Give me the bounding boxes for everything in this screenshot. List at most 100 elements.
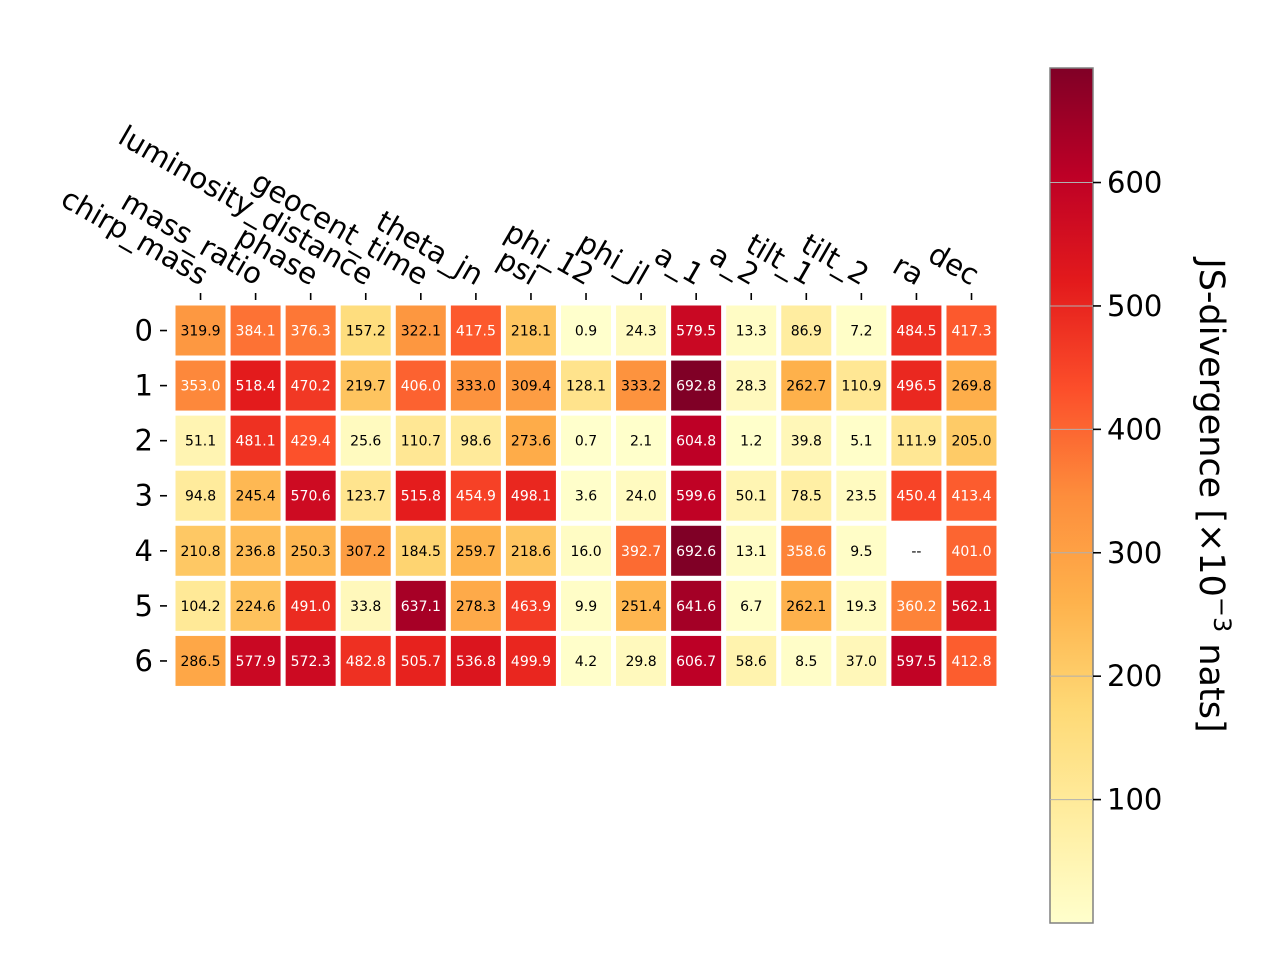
- heatmap-cell: [175, 580, 226, 631]
- cell-value-label: 28.3: [736, 379, 767, 395]
- heatmap-cell: [505, 360, 556, 411]
- heatmap-cell: [946, 470, 997, 521]
- heatmap-cell: [340, 580, 391, 631]
- cell-value-label: 360.2: [896, 599, 936, 615]
- cell-value-label: 24.3: [626, 324, 657, 340]
- heatmap-cell: [726, 305, 777, 356]
- heatmap-cell: [175, 635, 226, 686]
- heatmap-cell: [671, 525, 722, 576]
- heatmap-cell: [946, 360, 997, 411]
- heatmap-cell: [340, 305, 391, 356]
- heatmap-cell: [395, 305, 446, 356]
- heatmap-cell: [450, 415, 501, 466]
- cell-value-label: 245.4: [236, 489, 276, 505]
- colorbar-title-exponent: −3: [1208, 597, 1236, 632]
- cell-value-label: 2.1: [630, 434, 652, 450]
- heatmap-cell: [836, 525, 887, 576]
- cell-value-label: 579.5: [676, 324, 716, 340]
- heatmap-cell: [285, 360, 336, 411]
- cell-value-label: 110.7: [401, 434, 441, 450]
- heatmap-cell: [505, 580, 556, 631]
- heatmap-cell: [671, 470, 722, 521]
- row-label: 0: [135, 314, 153, 348]
- cell-value-label: 262.7: [786, 379, 826, 395]
- heatmap-cell: [946, 305, 997, 356]
- heatmap-cell: [450, 635, 501, 686]
- heatmap-cell: [450, 360, 501, 411]
- heatmap-cell: [781, 580, 832, 631]
- heatmap-cell: [891, 305, 942, 356]
- colorbar-title: JS-divergence [×10−3 nats]: [1191, 256, 1236, 732]
- colorbar-tick-label: 600: [1107, 166, 1162, 200]
- heatmap-cell: [891, 580, 942, 631]
- cell-value-label: 128.1: [566, 379, 606, 395]
- heatmap-cell: [560, 580, 611, 631]
- heatmap-cell: [505, 470, 556, 521]
- cell-value-label: 499.9: [511, 654, 551, 670]
- heatmap-cell: [616, 580, 667, 631]
- heatmap-cell: [946, 580, 997, 631]
- colorbar: 100 200 300 400 500 600 JS-divergence [×10−3 …: [1049, 67, 1236, 924]
- heatmap-cell: [891, 415, 942, 466]
- heatmap-cell: [395, 360, 446, 411]
- cell-value-label: 219.7: [346, 379, 386, 395]
- cell-value-label: 24.0: [626, 489, 657, 505]
- colorbar-tick-label: 100: [1107, 783, 1162, 817]
- cell-value-label: 111.9: [896, 434, 936, 450]
- cell-value-label: 692.8: [676, 379, 716, 395]
- heatmap-cell: [671, 305, 722, 356]
- cell-value-label: 491.0: [291, 599, 331, 615]
- cell-value-label: 286.5: [180, 654, 220, 670]
- cell-value-label: 482.8: [346, 654, 386, 670]
- heatmap-cell: [230, 415, 281, 466]
- cell-value-label: 37.0: [846, 654, 877, 670]
- cell-value-label: 358.6: [786, 544, 826, 560]
- cell-value-label: 406.0: [401, 379, 441, 395]
- cell-value-label: 353.0: [180, 379, 220, 395]
- heatmap-cell: [505, 305, 556, 356]
- colorbar-gradient: [1049, 67, 1094, 924]
- heatmap-cell: [616, 415, 667, 466]
- heatmap-cell: [450, 470, 501, 521]
- heatmap-cell: [340, 470, 391, 521]
- heatmap-cell: [395, 415, 446, 466]
- cell-value-label: 218.1: [511, 324, 551, 340]
- heatmap-cell: [395, 525, 446, 576]
- cell-value-label: 376.3: [291, 324, 331, 340]
- cell-value-label: 250.3: [291, 544, 331, 560]
- heatmap-cell: [616, 470, 667, 521]
- cell-value-label: 384.1: [236, 324, 276, 340]
- cell-value-label: 518.4: [236, 379, 276, 395]
- cell-value-label: 184.5: [401, 544, 441, 560]
- cell-value-label: 9.5: [850, 544, 872, 560]
- colorbar-ticks: 100 200 300 400 500 600: [1050, 166, 1162, 817]
- heatmap-cell: [781, 635, 832, 686]
- cell-value-label: 599.6: [676, 489, 716, 505]
- cell-value-label: 637.1: [401, 599, 441, 615]
- heatmap-cell: [671, 360, 722, 411]
- heatmap-cell: [726, 635, 777, 686]
- cell-value-label: 236.8: [236, 544, 276, 560]
- heatmap-cell: [836, 635, 887, 686]
- heatmap-cell: [230, 525, 281, 576]
- heatmap-cell: [726, 525, 777, 576]
- cell-value-label: 218.6: [511, 544, 551, 560]
- cell-value-label: 7.2: [850, 324, 872, 340]
- cell-value-label: 484.5: [896, 324, 936, 340]
- cell-value-label: 16.0: [570, 544, 601, 560]
- cell-missing-label: --: [911, 544, 921, 560]
- cell-value-label: 50.1: [736, 489, 767, 505]
- heatmap-cell: [781, 525, 832, 576]
- cell-value-label: 3.6: [575, 489, 597, 505]
- cell-value-label: 98.6: [460, 434, 491, 450]
- cell-value-label: 58.6: [736, 654, 767, 670]
- heatmap-cell: [395, 470, 446, 521]
- cell-value-label: 470.2: [291, 379, 331, 395]
- cell-value-label: 273.6: [511, 434, 551, 450]
- colorbar-tick-label: 500: [1107, 289, 1162, 323]
- heatmap-cell: [560, 525, 611, 576]
- cell-value-label: 481.1: [236, 434, 276, 450]
- heatmap-cell: [450, 525, 501, 576]
- cell-value-label: 319.9: [180, 324, 220, 340]
